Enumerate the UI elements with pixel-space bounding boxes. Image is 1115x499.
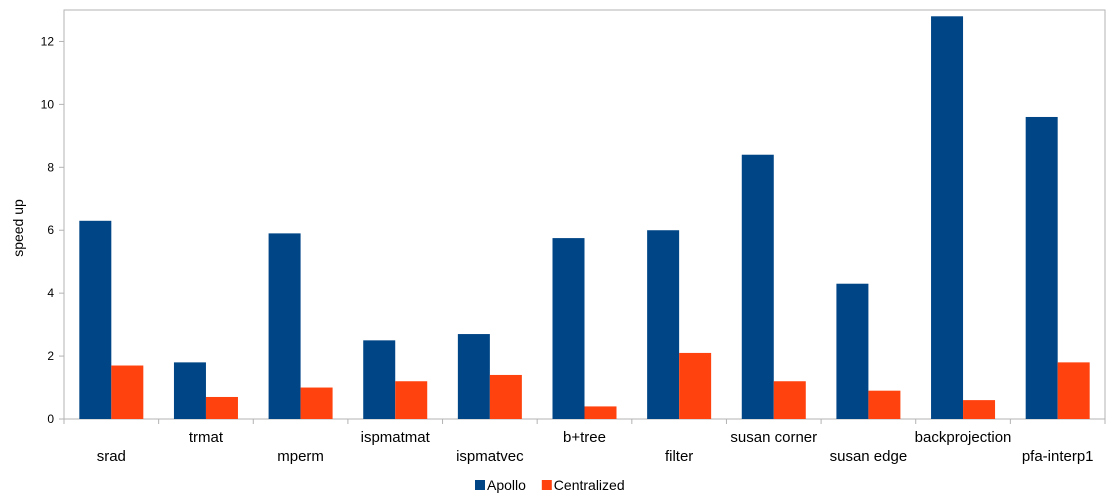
y-tick-label: 0 [47, 412, 54, 426]
x-tick-label: trmat [189, 429, 224, 446]
y-tick-label: 8 [47, 160, 54, 174]
legend-swatch-centralized [541, 480, 552, 490]
x-tick-label: susan edge [830, 448, 908, 465]
x-tick-label: ispmatvec [456, 448, 524, 465]
x-tick-label: pfa-interp1 [1022, 448, 1094, 465]
bar-centralized [679, 352, 712, 419]
legend-label-apollo: Apollo [487, 477, 526, 493]
y-tick-label: 12 [41, 34, 55, 48]
bar-apollo [268, 233, 301, 419]
x-axis: srad trmat mperm ispmatmat ispmatvec b+tree fi… [63, 419, 1106, 465]
bar-apollo [836, 283, 869, 419]
bars [79, 16, 1090, 420]
bar-centralized [584, 406, 617, 419]
y-tick-label: 6 [47, 223, 54, 237]
bar-apollo [1025, 116, 1058, 419]
legend-label-centralized: Centralized [554, 477, 625, 493]
bar-centralized [1057, 362, 1090, 419]
x-tick-label: backprojection [915, 429, 1012, 446]
bar-centralized [395, 381, 428, 419]
legend: Apollo Centralized [475, 477, 625, 493]
bar-apollo [363, 340, 396, 419]
bar-centralized [300, 387, 333, 419]
bar-apollo [647, 230, 680, 419]
bar-centralized [868, 390, 901, 419]
bar-apollo [741, 154, 774, 419]
x-tick-label: srad [97, 448, 126, 465]
y-tick-label: 10 [41, 97, 55, 111]
legend-swatch-apollo [475, 480, 485, 490]
bar-apollo [173, 362, 206, 419]
bar-apollo [79, 220, 112, 419]
bar-centralized [489, 374, 522, 419]
x-tick-label: mperm [277, 448, 324, 465]
x-tick-label: filter [665, 448, 693, 465]
bar-centralized [111, 365, 144, 419]
y-tick-label: 2 [47, 349, 54, 363]
x-tick-label: b+tree [563, 429, 606, 446]
y-tick-label: 4 [47, 286, 54, 300]
bar-centralized [963, 400, 996, 419]
x-tick-label: susan corner [730, 429, 817, 446]
bar-centralized [205, 396, 238, 419]
y-axis-title: speed up [10, 199, 26, 257]
x-tick-label: ispmatmat [361, 429, 431, 446]
bar-apollo [931, 16, 964, 420]
bar-apollo [457, 334, 490, 419]
bar-centralized [773, 381, 806, 419]
bar-apollo [552, 238, 585, 419]
y-axis: 0 2 4 6 8 10 12 [41, 34, 64, 426]
